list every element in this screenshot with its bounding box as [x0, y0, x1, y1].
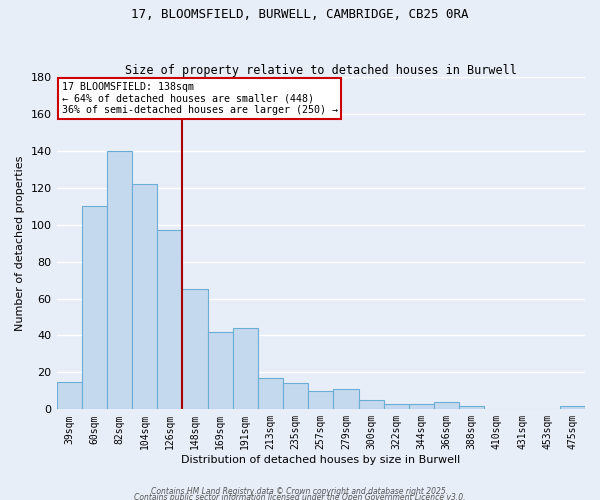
Text: 17, BLOOMSFIELD, BURWELL, CAMBRIDGE, CB25 0RA: 17, BLOOMSFIELD, BURWELL, CAMBRIDGE, CB2…: [131, 8, 469, 20]
Bar: [82, 206, 107, 410]
Bar: [157, 230, 182, 410]
Bar: [459, 406, 484, 409]
Text: Contains HM Land Registry data © Crown copyright and database right 2025.: Contains HM Land Registry data © Crown c…: [151, 487, 449, 496]
Text: 17 BLOOMSFIELD: 138sqm
← 64% of detached houses are smaller (448)
36% of semi-de: 17 BLOOMSFIELD: 138sqm ← 64% of detached…: [62, 82, 338, 115]
Y-axis label: Number of detached properties: Number of detached properties: [15, 156, 25, 331]
Bar: [283, 384, 308, 409]
Bar: [409, 404, 434, 409]
Bar: [383, 404, 409, 409]
Bar: [107, 151, 132, 409]
Bar: [434, 402, 459, 409]
Bar: [208, 332, 233, 409]
Bar: [560, 406, 585, 409]
Title: Size of property relative to detached houses in Burwell: Size of property relative to detached ho…: [125, 64, 517, 77]
X-axis label: Distribution of detached houses by size in Burwell: Distribution of detached houses by size …: [181, 455, 460, 465]
Bar: [182, 290, 208, 410]
Bar: [56, 382, 82, 409]
Bar: [334, 389, 359, 409]
Bar: [233, 328, 258, 409]
Bar: [132, 184, 157, 410]
Bar: [258, 378, 283, 410]
Text: Contains public sector information licensed under the Open Government Licence v3: Contains public sector information licen…: [134, 492, 466, 500]
Bar: [308, 391, 334, 409]
Bar: [359, 400, 383, 409]
